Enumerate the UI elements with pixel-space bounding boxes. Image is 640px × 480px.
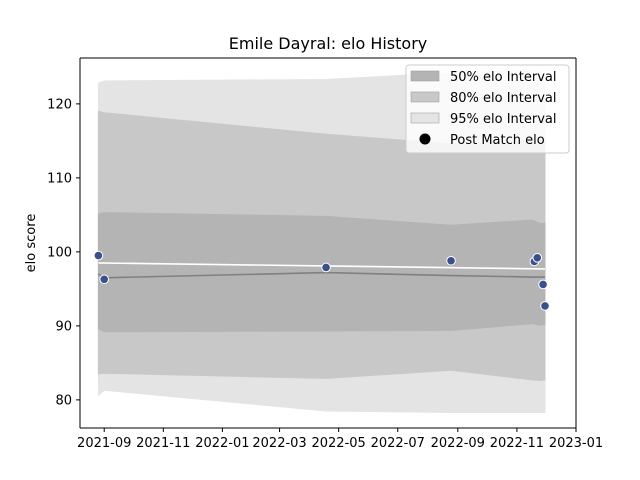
post-match-point <box>93 250 104 261</box>
x-tick-label: 2021-09 <box>77 436 131 451</box>
post-match-point <box>446 255 456 266</box>
legend-marker <box>419 133 431 145</box>
post-match-point <box>540 301 550 311</box>
legend-label: Post Match elo <box>450 133 545 148</box>
legend-swatch <box>410 112 440 124</box>
y-tick-label: 110 <box>47 171 72 186</box>
post-match-point <box>99 274 110 285</box>
post-match-point <box>538 279 548 290</box>
x-tick-label: 2022-05 <box>311 436 365 451</box>
post-match-point <box>532 252 543 263</box>
post-match-point <box>321 262 331 273</box>
x-tick-label: 2022-09 <box>431 436 485 451</box>
x-tick-label: 2022-01 <box>195 436 249 451</box>
chart-title: Emile Dayral: elo History <box>229 34 428 53</box>
legend-label: 50% elo Interval <box>450 70 557 85</box>
legend-swatch <box>410 70 440 82</box>
legend-label: 80% elo Interval <box>450 91 557 106</box>
x-tick-label: 2022-03 <box>252 436 306 451</box>
legend-box <box>405 64 570 154</box>
x-tick-label: 2022-07 <box>371 436 425 451</box>
y-tick-label: 100 <box>47 245 72 260</box>
x-tick-label: 2022-11 <box>490 436 544 451</box>
plot-area <box>93 70 550 413</box>
legend-label: 95% elo Interval <box>450 112 557 127</box>
legend: 50% elo Interval 80% elo Interval 95% elo … <box>405 64 570 154</box>
y-axis-label: elo score <box>24 214 39 273</box>
y-tick-label: 80 <box>55 393 72 408</box>
x-tick-label: 2023-01 <box>549 436 603 451</box>
y-tick-label: 90 <box>55 319 72 334</box>
y-tick-label: 120 <box>47 97 72 112</box>
legend-swatch <box>410 91 440 103</box>
x-tick-label: 2021-11 <box>136 436 190 451</box>
